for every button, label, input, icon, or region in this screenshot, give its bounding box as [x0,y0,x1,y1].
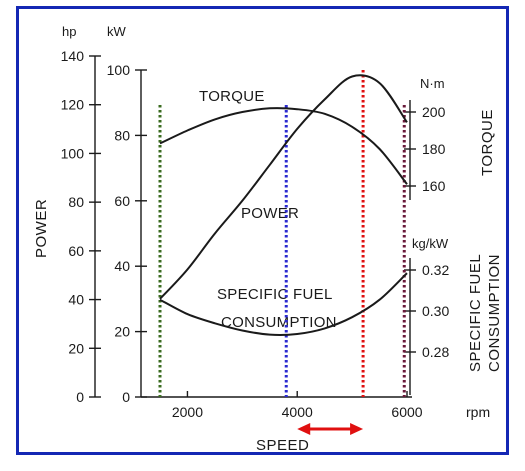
sfc-curve [159,272,408,336]
sfc-axis-title-line1: SPECIFIC FUEL [467,254,484,372]
x-axis-unit: rpm [466,404,490,420]
nm-unit-label: N·m [420,76,445,91]
kw-tick-label: 40 [114,258,130,274]
hp-tick-label: 100 [61,145,85,161]
x-tick-label: 2000 [172,404,203,420]
kw-tick-label: 20 [114,324,130,340]
sfc-curve-label-line1: SPECIFIC FUEL [217,286,333,303]
kw-tick-label: 80 [114,127,130,143]
hp-unit-label: hp [62,24,76,39]
torque-curve-label: TORQUE [199,88,265,105]
torque-curve [159,107,408,185]
kw-tick-label: 60 [114,193,130,209]
hp-tick-label: 120 [61,97,85,113]
range-arrow-right-head [350,423,364,435]
torque-tick-label: 180 [422,141,446,157]
sfc-tick-label: 0.32 [422,262,449,278]
hp-tick-label: 140 [61,48,85,64]
kw-tick-label: 100 [107,62,131,78]
torque-tick-label: 200 [422,104,446,120]
kw-unit-label: kW [107,24,127,39]
hp-tick-label: 40 [68,292,84,308]
hp-tick-label: 60 [68,243,84,259]
x-axis-title: SPEED [256,437,309,454]
chart-frame [16,6,509,455]
sfc-curve-label-line2: CONSUMPTION [221,314,337,331]
kw-tick-label: 0 [122,389,130,405]
hp-tick-label: 20 [68,340,84,356]
sfc-tick-label: 0.30 [422,303,449,319]
torque-axis-title: TORQUE [479,109,496,176]
x-tick-label: 4000 [282,404,313,420]
hp-tick-label: 80 [68,194,84,210]
sfc-tick-label: 0.28 [422,344,449,360]
kgkw-unit-label: kg/kW [412,236,449,251]
sfc-axis-title-line2: CONSUMPTION [486,254,503,372]
power-curve-label: POWER [241,205,299,222]
range-arrow-left-head [297,423,311,435]
x-tick-label: 6000 [391,404,422,420]
hp-tick-label: 0 [76,389,84,405]
power-curve [159,74,408,300]
power-axis-title: POWER [33,199,50,258]
torque-tick-label: 160 [422,178,446,194]
